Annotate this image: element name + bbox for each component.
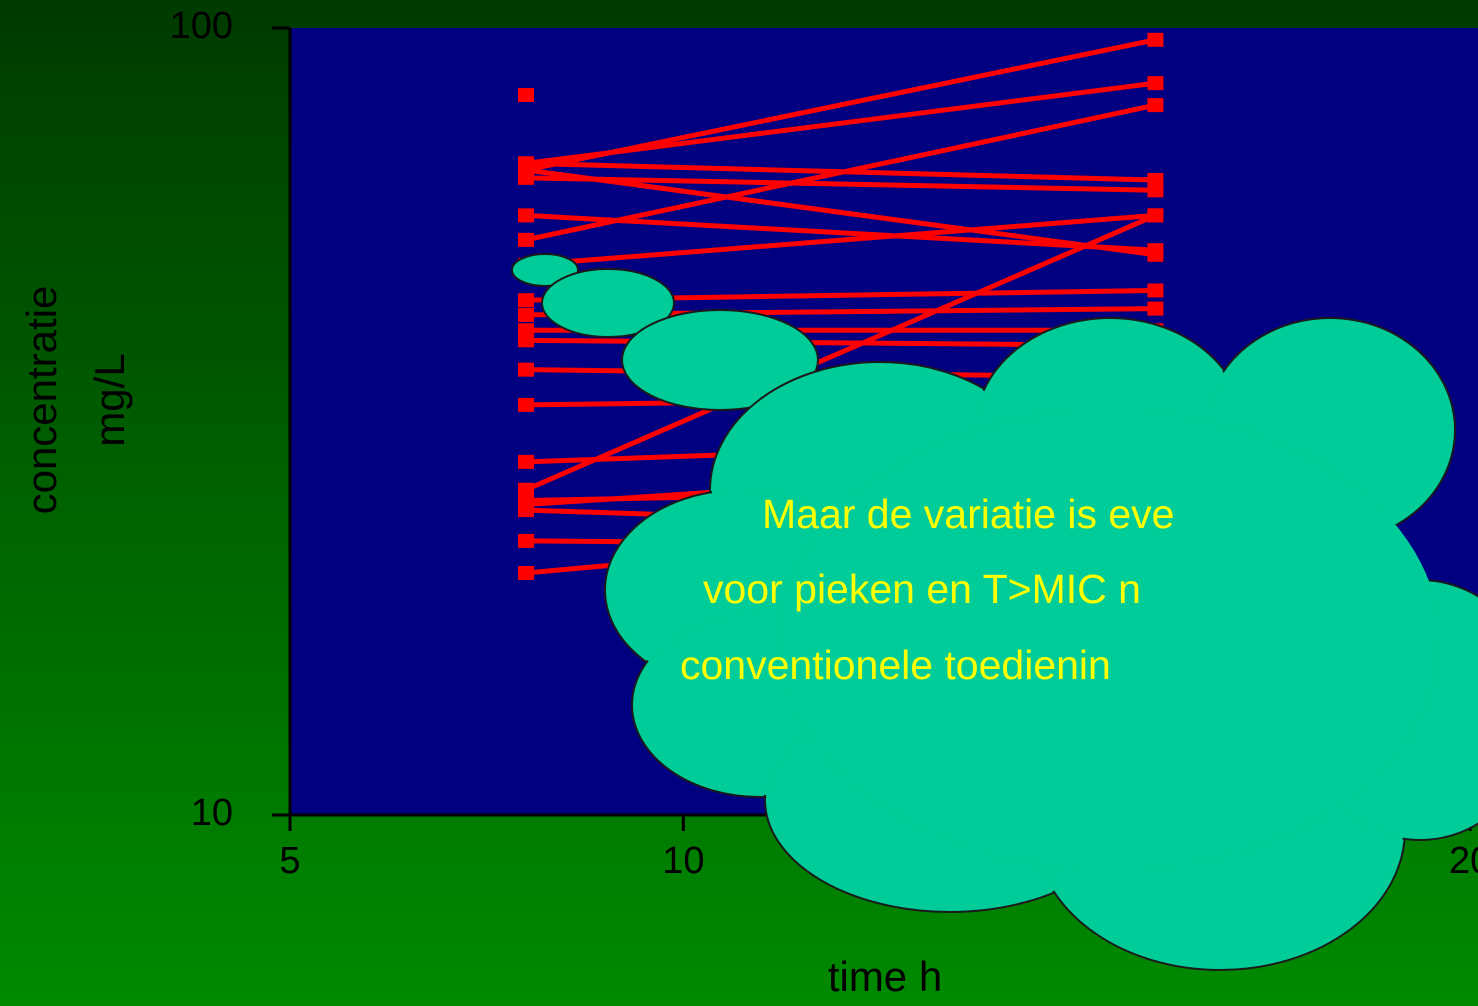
data-point [518,362,535,377]
y-axis-label: mg/L [86,353,133,446]
data-point [1147,183,1164,198]
data-point [518,454,535,469]
y-tick-label: 100 [170,5,233,47]
data-point [518,232,535,247]
data-point [1147,247,1164,262]
data-point [518,87,535,102]
y-axis-label: concentratie [18,286,65,515]
data-point [518,566,535,581]
series-line [525,167,1156,258]
series-line [525,212,1156,253]
data-point [518,293,535,308]
data-point [518,307,535,322]
x-tick-label: 10 [662,840,704,882]
bubble [621,309,819,411]
callout-text: conventionele toedienin [680,642,1111,688]
x-tick-label: 5 [279,840,300,882]
data-point [1147,98,1164,113]
series-line [525,212,1156,268]
series-line [525,80,1156,166]
data-point [518,208,535,223]
series-line [525,160,1156,183]
y-tick-label: 10 [191,792,233,834]
bubble [541,268,675,338]
data-point [1147,208,1164,223]
callout-text: voor pieken en T>MIC n [703,566,1141,612]
data-point [518,163,535,178]
x-tick-label: 20 [1449,840,1478,882]
data-point [518,397,535,412]
data-point [518,503,535,518]
data-point [1147,301,1164,316]
series-line [525,213,1157,493]
data-point [518,333,535,348]
data-point [1147,76,1164,91]
data-point [1147,32,1164,47]
cloud-fill [607,320,1478,968]
x-axis-label: time h [828,953,942,1000]
series-line [525,175,1156,193]
data-point [518,482,535,497]
thought-callout [511,253,1478,971]
data-point [518,533,535,548]
data-point [1147,283,1164,298]
callout-text: Maar de variatie is eve [762,491,1174,537]
